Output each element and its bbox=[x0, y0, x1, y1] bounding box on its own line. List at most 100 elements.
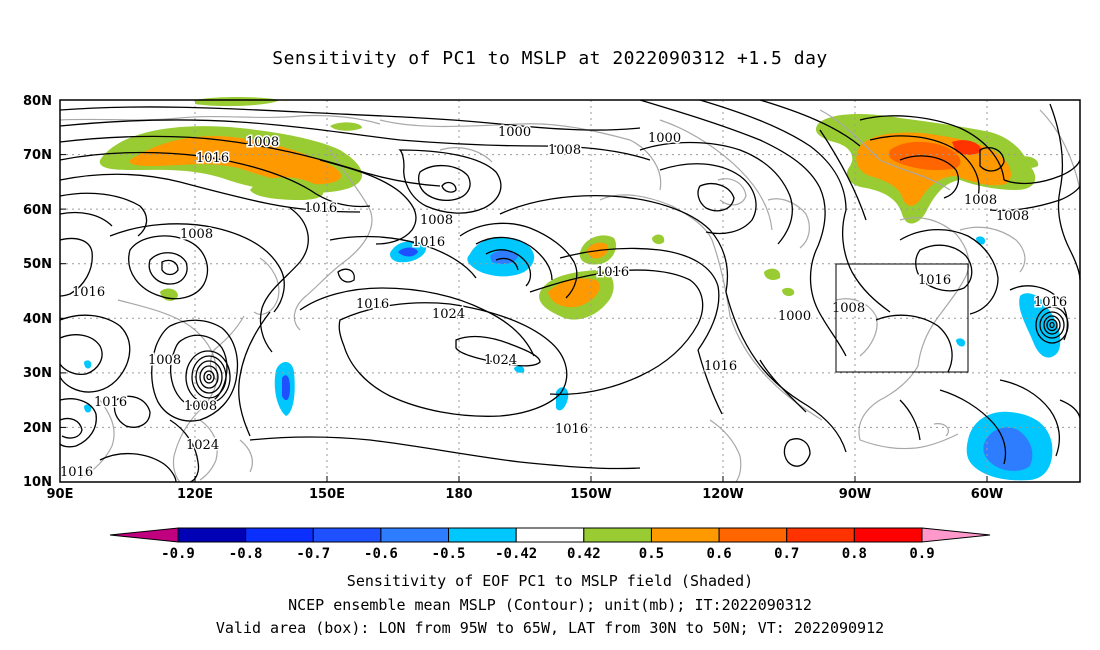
contour-line bbox=[169, 334, 228, 407]
contour-label: 1016 bbox=[196, 151, 229, 166]
map-border bbox=[59, 99, 1081, 483]
coastline bbox=[117, 299, 218, 483]
contour-line bbox=[59, 173, 361, 213]
coastline bbox=[239, 439, 253, 473]
contour-label: 1000 bbox=[498, 125, 531, 140]
contour-line bbox=[319, 159, 417, 245]
colorbar-cell bbox=[515, 527, 585, 543]
contour-line bbox=[206, 373, 212, 381]
lon-labels: 90E 120E 150E 180 150W 120W 90W 60W bbox=[47, 487, 1004, 502]
colorbar-label: -0.7 bbox=[296, 546, 330, 562]
colorbar-cell bbox=[583, 527, 652, 543]
colorbar-cell bbox=[380, 527, 450, 543]
shade-positive bbox=[952, 140, 982, 155]
contour-line bbox=[899, 228, 999, 315]
mslp-contours bbox=[59, 99, 1081, 483]
contour-line bbox=[875, 314, 953, 373]
contour-line bbox=[1043, 315, 1061, 335]
shade-positive bbox=[1018, 156, 1039, 168]
shade-positive bbox=[782, 287, 795, 297]
colorbar-label: 0.8 bbox=[842, 546, 867, 562]
contour-line bbox=[485, 249, 532, 287]
coastline bbox=[959, 226, 1026, 273]
contour-line bbox=[398, 149, 502, 214]
contour-line bbox=[697, 349, 723, 415]
shade-negative bbox=[398, 247, 418, 257]
contour-line bbox=[59, 119, 651, 161]
contour-line bbox=[151, 319, 239, 422]
contour-line bbox=[113, 395, 151, 428]
grid bbox=[60, 100, 1080, 482]
shade-positive bbox=[129, 136, 341, 185]
contour-label: 1016 bbox=[555, 422, 588, 437]
contour-label: 1016 bbox=[704, 359, 737, 374]
contour-line bbox=[1049, 321, 1055, 329]
contour-line bbox=[783, 438, 811, 467]
shade-negative bbox=[956, 338, 966, 347]
figure-title: Sensitivity of PC1 to MSLP at 2022090312… bbox=[272, 48, 828, 69]
contour-line bbox=[529, 269, 704, 396]
contour-labels: 1000 1008 1000 1016 1008 1016 1008 1008 … bbox=[59, 124, 1031, 482]
lat-label: 60N bbox=[23, 203, 52, 218]
contour-line bbox=[59, 237, 93, 297]
contour-line bbox=[299, 287, 535, 357]
colorbar-label: 0.9 bbox=[909, 546, 934, 562]
contour-line bbox=[338, 302, 568, 417]
tick-marks bbox=[59, 99, 988, 483]
contour-line bbox=[203, 370, 215, 384]
contour-line bbox=[989, 185, 1081, 212]
contour-label: 1016 bbox=[1034, 295, 1067, 310]
contour-line bbox=[639, 141, 793, 245]
coastline bbox=[379, 119, 662, 191]
contour-label: 1008 bbox=[964, 193, 997, 208]
contour-line bbox=[148, 252, 188, 285]
contour-line bbox=[475, 236, 553, 281]
contour-line bbox=[899, 155, 959, 199]
colorbar-cell bbox=[786, 527, 855, 543]
contour-line bbox=[259, 207, 309, 353]
lat-label: 20N bbox=[23, 421, 52, 436]
contour-label: 1008 bbox=[832, 301, 865, 316]
coastline bbox=[819, 109, 951, 191]
colorbar-cell bbox=[853, 527, 923, 543]
shade-negative bbox=[983, 427, 1033, 471]
contour-line bbox=[1009, 285, 1069, 341]
coastline bbox=[767, 198, 810, 249]
contour-line bbox=[725, 291, 847, 453]
coastline bbox=[659, 119, 773, 231]
contour-line bbox=[161, 259, 179, 276]
contour-line bbox=[899, 399, 921, 441]
colorbar-label: -0.6 bbox=[364, 546, 398, 562]
contour-line bbox=[1035, 306, 1069, 344]
contour-line bbox=[238, 311, 271, 437]
contour-line bbox=[59, 135, 441, 187]
lon-label: 60W bbox=[971, 487, 1003, 502]
shade-negative bbox=[84, 404, 92, 413]
coastline bbox=[599, 194, 713, 241]
contour-line bbox=[869, 135, 980, 197]
shaded-sensitivity bbox=[84, 97, 1061, 481]
contour-line bbox=[759, 99, 861, 147]
coastline bbox=[859, 433, 959, 450]
shade-positive bbox=[330, 122, 362, 131]
contour-line bbox=[659, 163, 757, 235]
colorbar-label: 0.42 bbox=[567, 546, 601, 562]
coastline bbox=[253, 257, 280, 315]
lon-label: 150E bbox=[309, 487, 345, 502]
coastline bbox=[835, 298, 878, 357]
colorbar-cell bbox=[448, 527, 517, 543]
colorbar: -0.9 -0.8 -0.7 -0.6 -0.5 -0.42 0.42 0.5 0.6 0.7 0.… bbox=[109, 527, 991, 562]
contour-label: 1008 bbox=[548, 143, 581, 158]
contour-line bbox=[979, 147, 1005, 172]
coastline bbox=[717, 178, 747, 206]
lon-label: 150W bbox=[570, 487, 611, 502]
lat-label: 80N bbox=[23, 94, 52, 109]
colorbar-label: -0.5 bbox=[432, 546, 466, 562]
caption-line-3: Valid area (box): LON from 95W to 65W, L… bbox=[215, 619, 885, 637]
contour-label: 1016 bbox=[60, 465, 93, 480]
lat-label: 10N bbox=[23, 475, 52, 490]
coastline bbox=[59, 114, 381, 125]
contour-label: 1000 bbox=[648, 131, 681, 146]
contour-label: 1008 bbox=[180, 227, 213, 242]
contour-line bbox=[109, 223, 285, 313]
